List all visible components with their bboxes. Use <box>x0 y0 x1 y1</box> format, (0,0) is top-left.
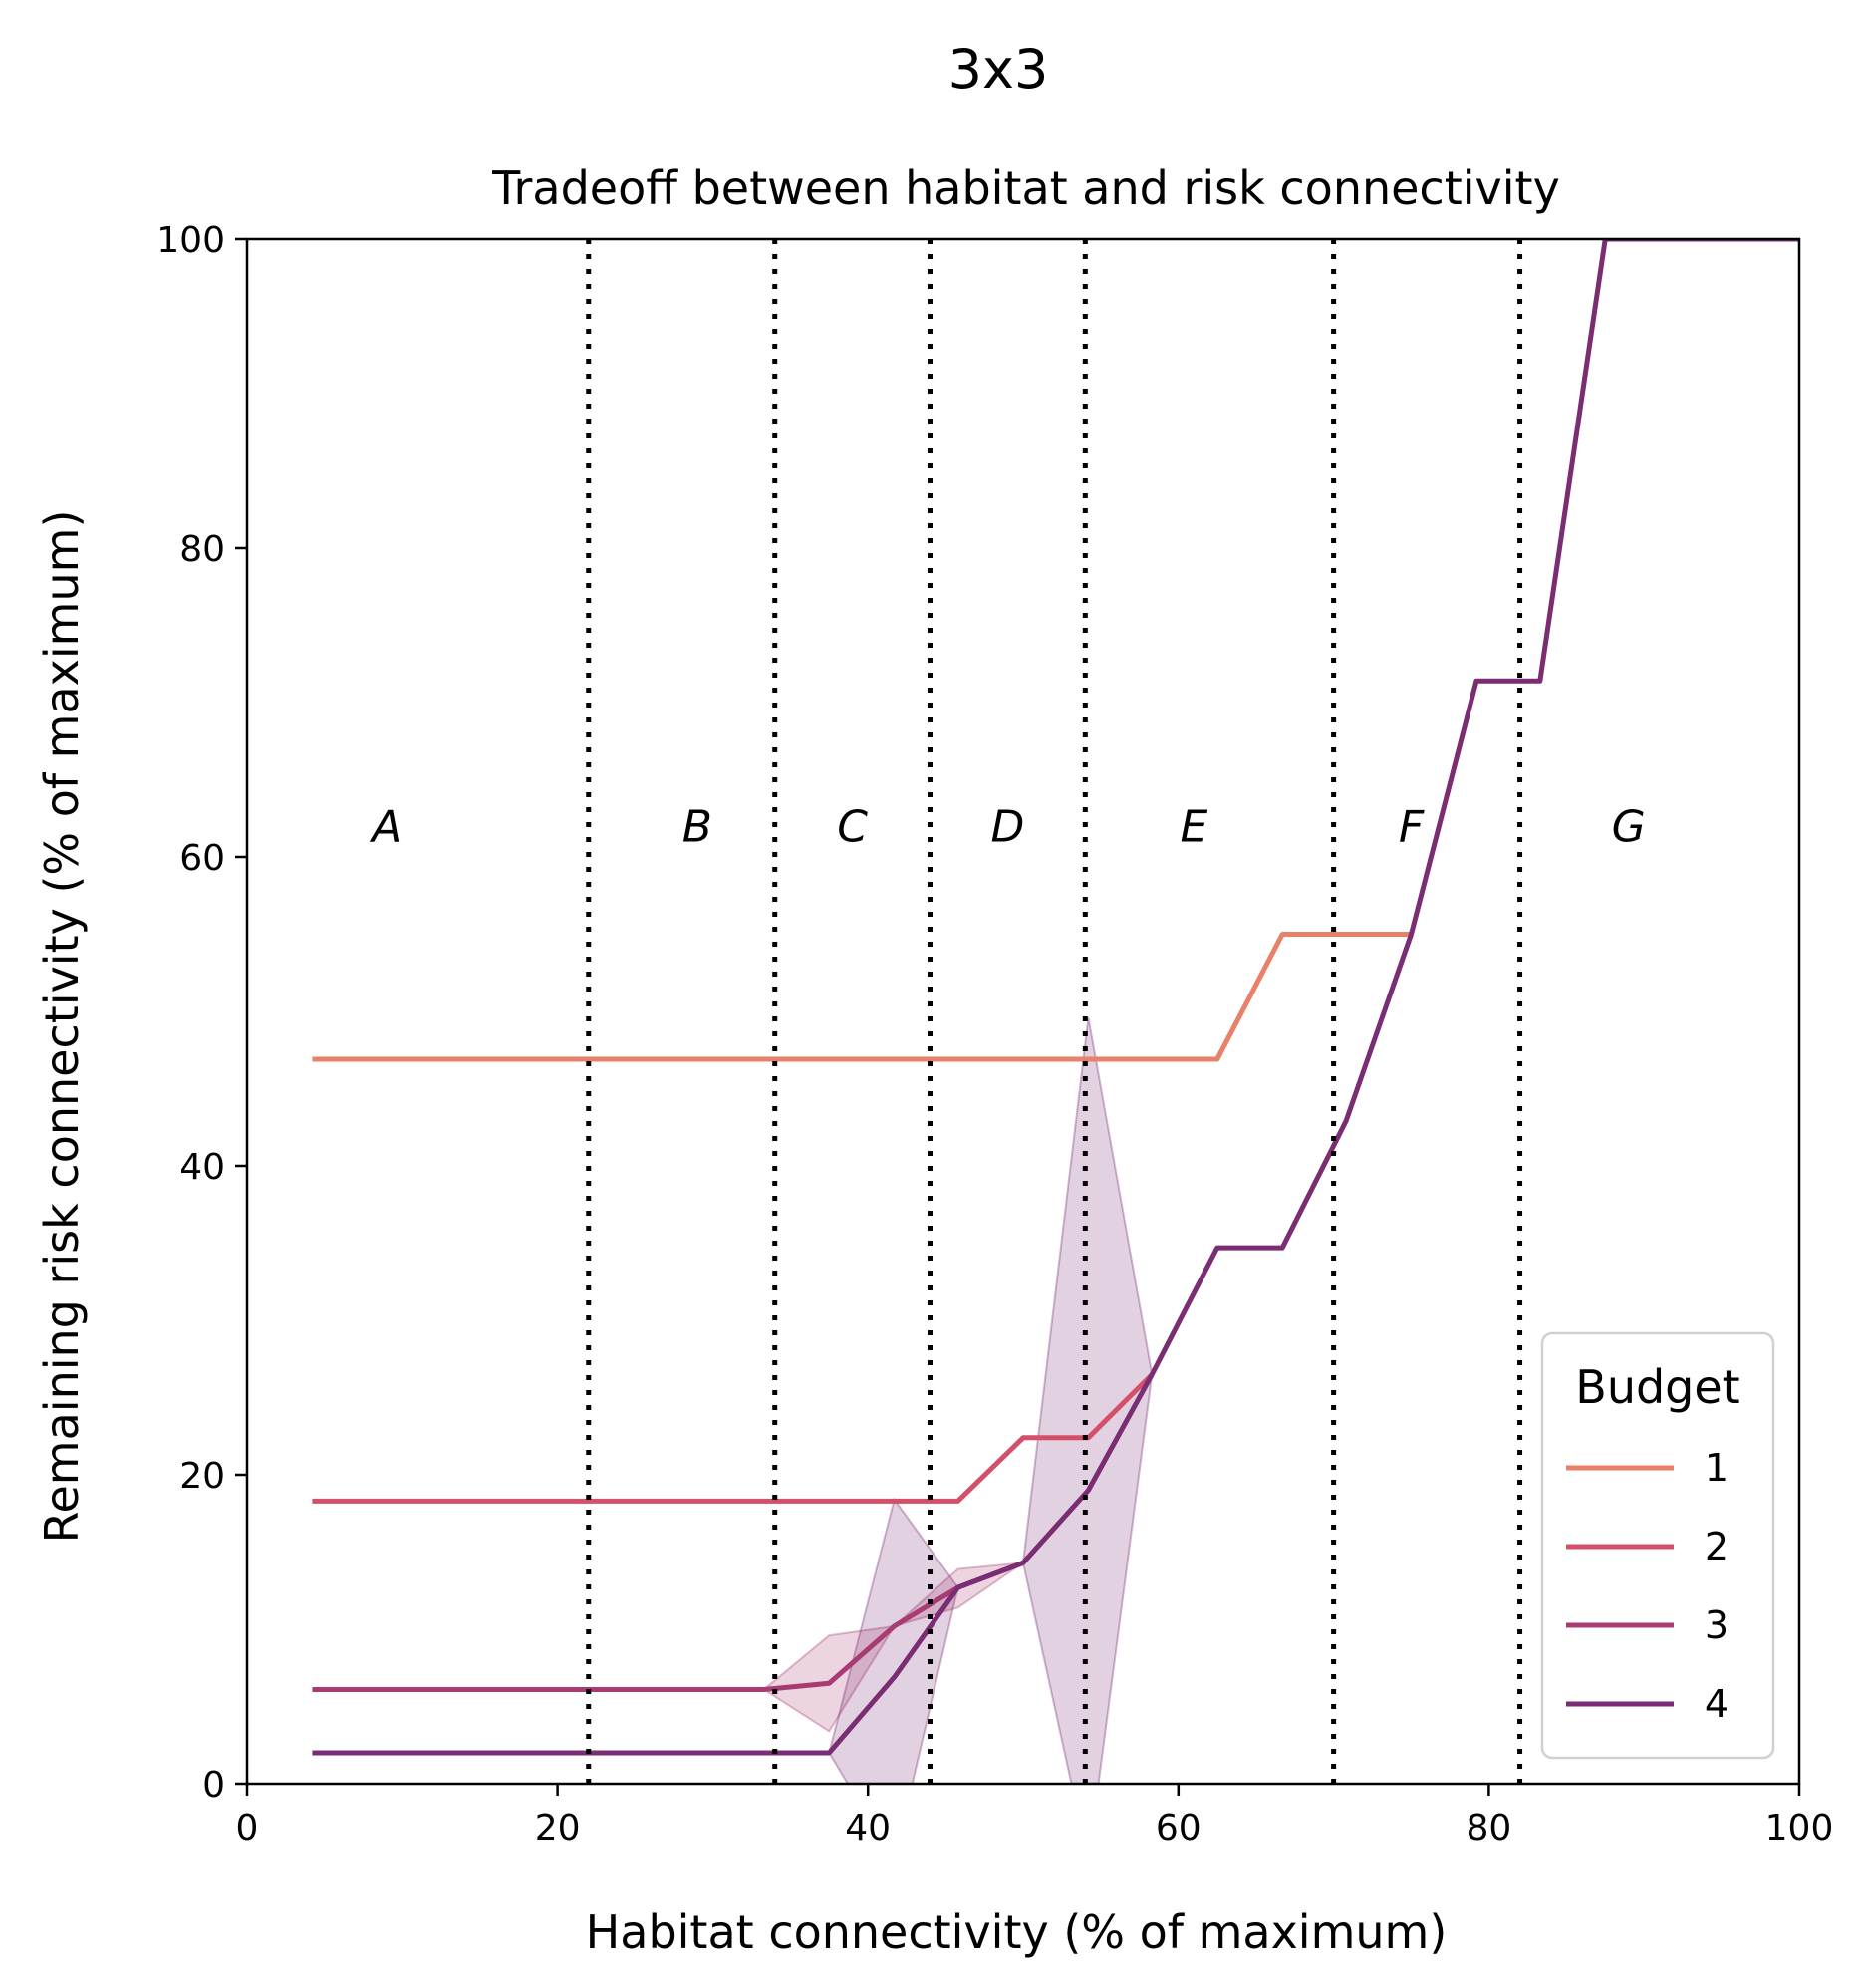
region-label-A: A <box>369 802 401 853</box>
region-label-G: G <box>1612 802 1646 853</box>
line-series-2 <box>312 1372 1155 1504</box>
x-tick-label: 40 <box>845 1808 891 1848</box>
y-axis-label: Remaining risk connectivity (% of maximu… <box>35 510 89 1544</box>
plot-area: A B C D E F G 0 20 40 60 80 100 0 20 40 60 80 100 Budget 1 2 3… <box>156 220 1834 1848</box>
y-tick-label: 80 <box>179 529 225 570</box>
axes-frame <box>245 237 1801 1786</box>
x-tick-label: 0 <box>236 1808 259 1848</box>
legend-label-4: 4 <box>1705 1682 1729 1726</box>
x-axis-label: Habitat connectivity (% of maximum) <box>586 1905 1448 1959</box>
legend-label-3: 3 <box>1705 1603 1729 1647</box>
x-tick-label: 60 <box>1156 1808 1202 1848</box>
y-tick-label: 100 <box>156 220 225 261</box>
chart-title: Tradeoff between habitat and risk connec… <box>491 161 1560 215</box>
x-tick-label: 100 <box>1765 1808 1834 1848</box>
y-tick-label: 20 <box>179 1456 225 1497</box>
x-tick-label: 80 <box>1466 1808 1511 1848</box>
ci-band-series-4 <box>312 239 1799 1784</box>
region-label-C: C <box>837 802 868 853</box>
line-series-1 <box>312 932 1412 1062</box>
chart-suptitle: 3x3 <box>948 38 1049 101</box>
region-label-F: F <box>1399 802 1425 853</box>
y-tick-label: 40 <box>179 1147 225 1188</box>
legend: Budget 1 2 3 4 <box>1540 1331 1775 1760</box>
legend-label-2: 2 <box>1705 1525 1729 1568</box>
region-label-D: D <box>990 802 1024 853</box>
line-series-4 <box>312 239 1799 1756</box>
y-tick-label: 0 <box>202 1765 225 1806</box>
region-label-B: B <box>682 802 712 853</box>
region-label-E: E <box>1180 802 1207 853</box>
x-tick-label: 20 <box>535 1808 581 1848</box>
y-tick-label: 60 <box>179 838 225 879</box>
legend-label-1: 1 <box>1705 1446 1729 1490</box>
plot-content <box>312 239 1799 1784</box>
legend-title: Budget <box>1575 1360 1739 1414</box>
